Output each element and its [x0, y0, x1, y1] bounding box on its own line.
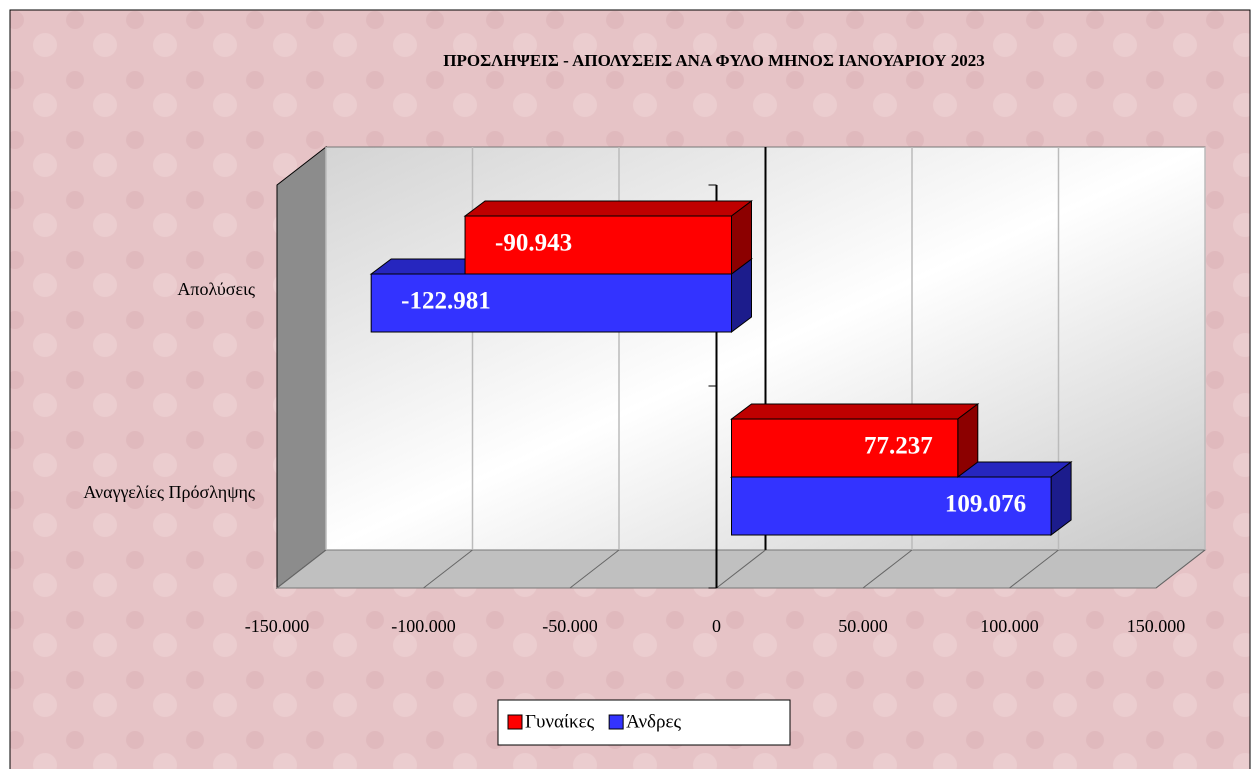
- x-tick-label: -150.000: [245, 616, 310, 636]
- tick-mark: [1155, 549, 1206, 589]
- legend: [497, 699, 791, 746]
- tick-mark: [716, 549, 766, 589]
- y-tick-label: Αναγγελίες Πρόσληψης: [83, 482, 255, 502]
- bar-top: [730, 403, 980, 420]
- x-tick-label: 0: [712, 616, 721, 636]
- bar: [730, 403, 980, 478]
- bar-front: [731, 476, 1052, 536]
- tick-mark: [862, 549, 913, 589]
- chart-title: ΠΡΟΣΛΗΨΕΙΣ - ΑΠΟΛΥΣΕΙΣ ΑΝΑ ΦΥΛΟ ΜΗΝΟΣ ΙΑ…: [443, 51, 985, 70]
- bar: [463, 200, 753, 275]
- bar-front: [464, 215, 732, 275]
- data-label: 77.237: [864, 433, 933, 460]
- data-label: -90.943: [495, 230, 572, 257]
- tick-mark: [1009, 549, 1059, 589]
- x-tick-label: 100.000: [980, 616, 1039, 636]
- legend-label: Άνδρες: [626, 711, 681, 732]
- tick-mark: [423, 549, 473, 589]
- tick-mark: [276, 549, 327, 589]
- x-tick-label: -50.000: [542, 616, 598, 636]
- legend-swatch: [608, 714, 624, 730]
- data-label: 109.076: [945, 491, 1026, 518]
- bar-top: [463, 200, 753, 217]
- x-tick-label: 150.000: [1127, 616, 1186, 636]
- legend-swatch: [507, 714, 523, 730]
- legend-label: Γυναίκες: [525, 711, 595, 732]
- x-tick-label: -100.000: [391, 616, 456, 636]
- x-tick-label: 50.000: [838, 616, 888, 636]
- data-label: -122.981: [401, 288, 491, 315]
- bar-front: [731, 418, 959, 478]
- y-tick-label: Απολύσεις: [177, 279, 255, 299]
- side-wall: [276, 145, 327, 590]
- tick-mark: [569, 549, 620, 589]
